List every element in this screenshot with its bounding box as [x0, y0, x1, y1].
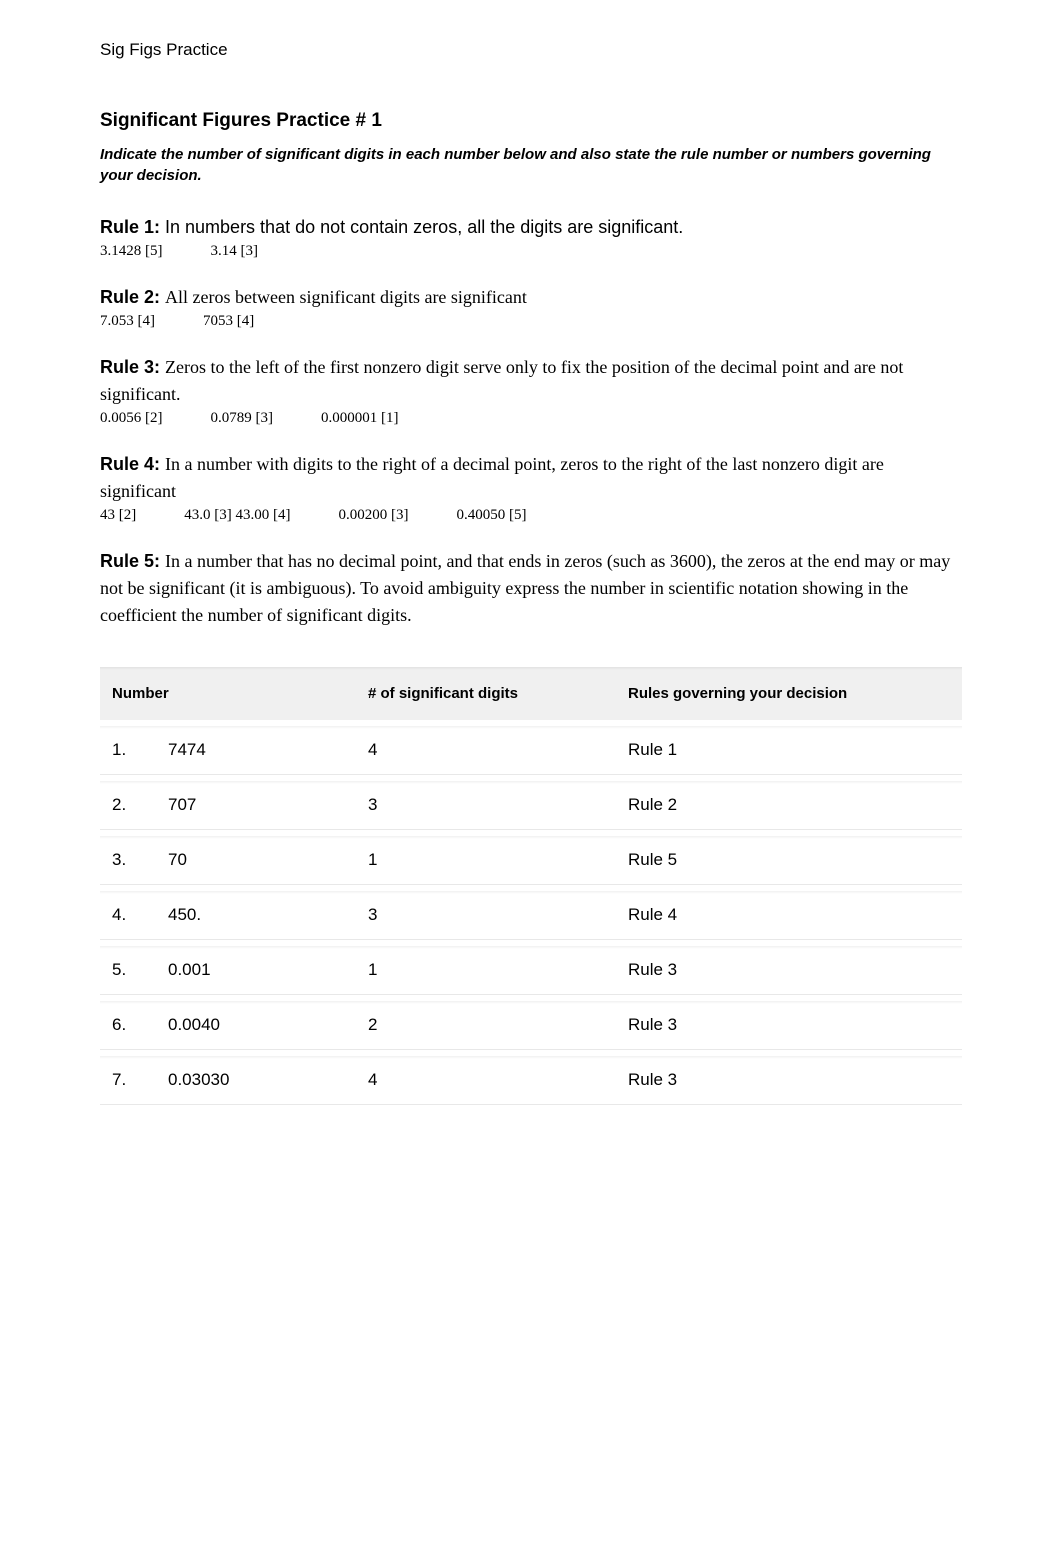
cell-number: 7474 [156, 726, 356, 775]
page-title: Significant Figures Practice # 1 [100, 110, 962, 132]
cell-sigfigs: 3 [356, 891, 616, 940]
rule-text: Rule 5: In a number that has no decimal … [100, 548, 962, 629]
cell-rule: Rule 4 [616, 891, 962, 940]
cell-number: 0.0040 [156, 1001, 356, 1050]
rule-label: Rule 2: [100, 287, 165, 307]
cell-number: 0.001 [156, 946, 356, 995]
cell-rule: Rule 2 [616, 781, 962, 830]
rule-example: 3.1428 [5] [100, 243, 163, 260]
cell-index: 3. [100, 836, 156, 885]
rule-examples: 43 [2] 43.0 [3] 43.00 [4] 0.00200 [3] 0.400… [100, 507, 962, 524]
cell-number: 450. [156, 891, 356, 940]
table-header-rule: Rules governing your decision [616, 667, 962, 720]
cell-rule: Rule 3 [616, 946, 962, 995]
rule-example: 43 [2] [100, 507, 136, 524]
rule-description: All zeros between significant digits are… [165, 287, 527, 307]
table-header-sig: # of significant digits [356, 667, 616, 720]
rule-label: Rule 5: [100, 551, 165, 571]
rule-example: 0.00200 [3] [338, 507, 408, 524]
cell-rule: Rule 3 [616, 1001, 962, 1050]
rule-example: 0.0789 [3] [211, 410, 274, 427]
rule-label: Rule 1: [100, 217, 165, 237]
table-row: 4.450.3Rule 4 [100, 891, 962, 940]
table-row: 2.7073Rule 2 [100, 781, 962, 830]
table-body: 1.74744Rule 12.7073Rule 23.701Rule 54.45… [100, 726, 962, 1105]
cell-index: 5. [100, 946, 156, 995]
rule-example: 0.40050 [5] [456, 507, 526, 524]
cell-index: 6. [100, 1001, 156, 1050]
cell-index: 1. [100, 726, 156, 775]
cell-rule: Rule 3 [616, 1056, 962, 1105]
cell-number: 0.03030 [156, 1056, 356, 1105]
rule-text: Rule 1: In numbers that do not contain z… [100, 214, 962, 241]
cell-rule: Rule 1 [616, 726, 962, 775]
cell-sigfigs: 1 [356, 946, 616, 995]
cell-index: 7. [100, 1056, 156, 1105]
rule-example: 0.000001 [1] [321, 410, 399, 427]
rule-text: Rule 3: Zeros to the left of the first n… [100, 354, 962, 408]
rule-block: Rule 2: All zeros between significant di… [100, 284, 962, 330]
rule-description: In a number that has no decimal point, a… [100, 551, 950, 625]
rule-block: Rule 5: In a number that has no decimal … [100, 548, 962, 629]
rule-text: Rule 4: In a number with digits to the r… [100, 451, 962, 505]
cell-index: 2. [100, 781, 156, 830]
table-row: 3.701Rule 5 [100, 836, 962, 885]
instruction-text: Indicate the number of significant digit… [100, 144, 962, 186]
table-row: 7.0.030304Rule 3 [100, 1056, 962, 1105]
rules-section: Rule 1: In numbers that do not contain z… [100, 214, 962, 629]
table-row: 6.0.00402Rule 3 [100, 1001, 962, 1050]
cell-sigfigs: 2 [356, 1001, 616, 1050]
table-row: 1.74744Rule 1 [100, 726, 962, 775]
rule-description: In numbers that do not contain zeros, al… [165, 217, 683, 237]
cell-rule: Rule 5 [616, 836, 962, 885]
table-header-number: Number [100, 667, 356, 720]
cell-sigfigs: 4 [356, 1056, 616, 1105]
rule-label: Rule 4: [100, 454, 165, 474]
cell-sigfigs: 3 [356, 781, 616, 830]
rule-example: 43.0 [3] 43.00 [4] [184, 507, 290, 524]
cell-sigfigs: 4 [356, 726, 616, 775]
cell-index: 4. [100, 891, 156, 940]
practice-table: Number # of significant digits Rules gov… [100, 661, 962, 1111]
rule-examples: 0.0056 [2] 0.0789 [3] 0.000001 [1] [100, 410, 962, 427]
rule-description: In a number with digits to the right of … [100, 454, 884, 501]
cell-sigfigs: 1 [356, 836, 616, 885]
page-header-label: Sig Figs Practice [100, 40, 962, 60]
cell-number: 70 [156, 836, 356, 885]
rule-example: 0.0056 [2] [100, 410, 163, 427]
cell-number: 707 [156, 781, 356, 830]
practice-table-wrap: Number # of significant digits Rules gov… [100, 661, 962, 1111]
rule-example: 3.14 [3] [211, 243, 259, 260]
rule-examples: 3.1428 [5] 3.14 [3] [100, 243, 962, 260]
rule-example: 7.053 [4] [100, 313, 155, 330]
rule-block: Rule 3: Zeros to the left of the first n… [100, 354, 962, 427]
rule-examples: 7.053 [4] 7053 [4] [100, 313, 962, 330]
rule-label: Rule 3: [100, 357, 165, 377]
rule-example: 7053 [4] [203, 313, 254, 330]
rule-block: Rule 4: In a number with digits to the r… [100, 451, 962, 524]
rule-description: Zeros to the left of the first nonzero d… [100, 357, 903, 404]
rule-text: Rule 2: All zeros between significant di… [100, 284, 962, 311]
table-row: 5.0.0011Rule 3 [100, 946, 962, 995]
rule-block: Rule 1: In numbers that do not contain z… [100, 214, 962, 260]
